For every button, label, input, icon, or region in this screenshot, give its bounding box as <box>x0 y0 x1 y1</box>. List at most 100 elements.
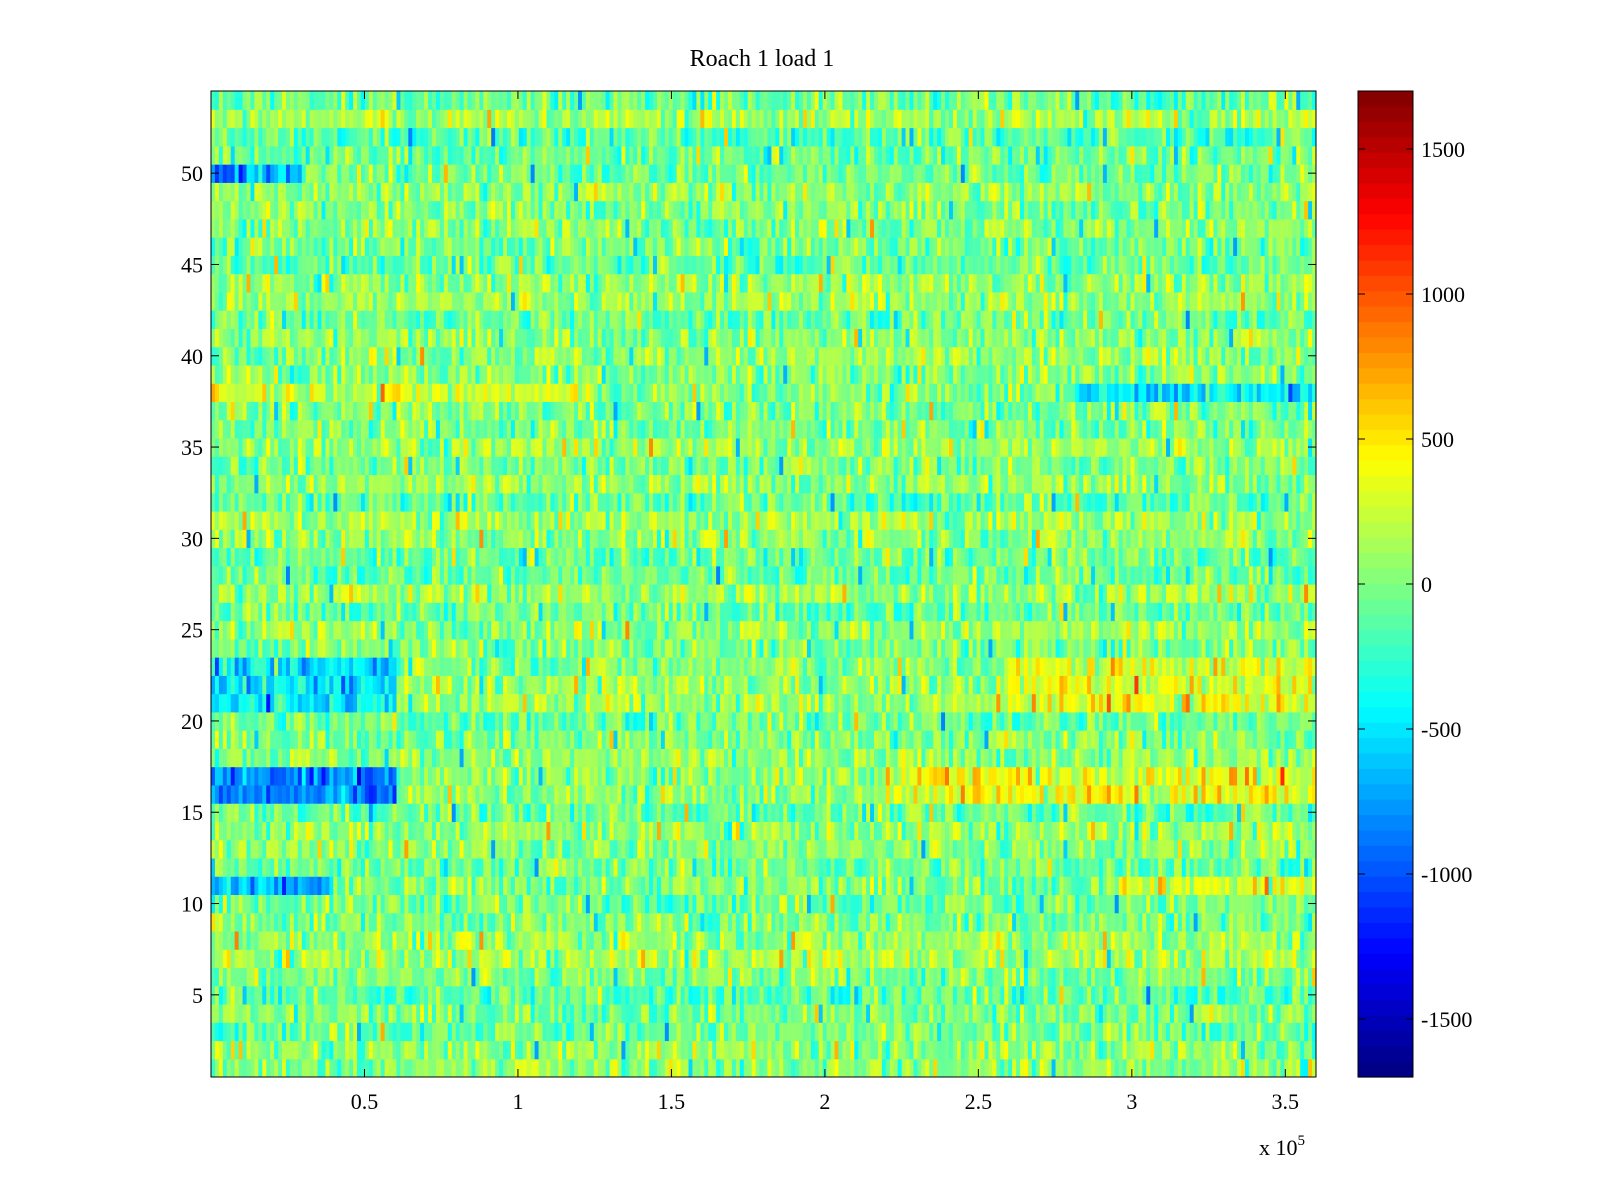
heatmap-cell <box>1166 876 1171 896</box>
heatmap-cell <box>984 766 990 786</box>
heatmap-cell <box>1035 930 1041 950</box>
heatmap-cell <box>692 876 698 896</box>
heatmap-cell <box>400 784 405 804</box>
heatmap-cell <box>1292 857 1297 877</box>
heatmap-cell <box>696 748 701 768</box>
heatmap-cell <box>830 839 836 859</box>
heatmap-cell <box>653 1058 658 1077</box>
heatmap-cell <box>870 839 875 859</box>
heatmap-cell <box>1051 857 1057 877</box>
heatmap-cell <box>226 949 232 969</box>
heatmap-cell <box>1237 930 1242 950</box>
heatmap-cell <box>384 876 390 896</box>
heatmap-cell <box>242 857 248 877</box>
heatmap-cell <box>317 949 323 969</box>
heatmap-cell <box>874 949 879 969</box>
heatmap-cell <box>771 949 776 969</box>
heatmap-cell <box>305 949 311 969</box>
heatmap-cell <box>779 1022 784 1042</box>
heatmap-cell <box>420 912 425 932</box>
heatmap-cell <box>743 766 749 786</box>
heatmap-cell <box>893 766 899 786</box>
heatmap-cell <box>929 1003 934 1023</box>
heatmap-cell <box>720 1058 725 1077</box>
heatmap-cell <box>593 894 599 914</box>
heatmap-cell <box>1047 894 1053 914</box>
heatmap-cell <box>526 1058 532 1077</box>
heatmap-cell <box>696 894 701 914</box>
heatmap-cell <box>751 748 757 768</box>
heatmap-cell <box>720 1003 725 1023</box>
heatmap-cell <box>412 1058 417 1077</box>
heatmap-cell <box>534 985 540 1005</box>
heatmap-cell <box>1051 930 1057 950</box>
heatmap-cell <box>1280 912 1286 932</box>
heatmap-cell <box>325 748 330 768</box>
heatmap-cell <box>1237 894 1242 914</box>
heatmap-cell <box>1047 876 1053 896</box>
heatmap-cell <box>459 784 465 804</box>
heatmap-cell <box>858 912 863 932</box>
heatmap-cell <box>854 1058 859 1077</box>
heatmap-cell <box>368 821 374 841</box>
heatmap-cell <box>270 1040 275 1060</box>
heatmap-cell <box>771 985 776 1005</box>
heatmap-cell <box>984 1040 990 1060</box>
heatmap-cell <box>593 1003 599 1023</box>
heatmap-cell <box>321 1003 327 1023</box>
heatmap-cell <box>716 857 721 877</box>
heatmap-cell <box>266 821 271 841</box>
heatmap-cell <box>917 784 922 804</box>
heatmap-cell <box>341 894 346 914</box>
heatmap-cell <box>1193 1003 1199 1023</box>
heatmap-cell <box>633 1003 638 1023</box>
heatmap-cell <box>471 748 477 768</box>
heatmap-cell <box>538 985 544 1005</box>
heatmap-cell <box>597 876 603 896</box>
heatmap-cell <box>641 839 646 859</box>
heatmap-cell <box>897 967 903 987</box>
heatmap-cell <box>727 748 733 768</box>
heatmap-cell <box>747 949 753 969</box>
heatmap-cell <box>1106 1058 1112 1077</box>
heatmap-cell <box>1296 766 1301 786</box>
heatmap-cell <box>1004 1022 1009 1042</box>
heatmap-cell <box>416 1040 421 1060</box>
heatmap-cell <box>309 748 315 768</box>
heatmap-cell <box>1043 821 1049 841</box>
heatmap-cell <box>238 930 244 950</box>
heatmap-cell <box>581 1022 587 1042</box>
heatmap-cell <box>226 967 232 987</box>
heatmap-cell <box>1059 985 1065 1005</box>
heatmap-cell <box>1284 876 1289 896</box>
heatmap-cell <box>1209 821 1214 841</box>
heatmap-cell <box>1126 1022 1132 1042</box>
heatmap-cell <box>467 1022 473 1042</box>
heatmap-cell <box>870 967 875 987</box>
heatmap-cell <box>980 949 986 969</box>
heatmap-cell <box>447 857 453 877</box>
heatmap-cell <box>345 1058 350 1077</box>
heatmap-cell <box>372 1003 378 1023</box>
heatmap-cell <box>388 839 394 859</box>
heatmap-cell <box>838 912 844 932</box>
heatmap-cell <box>459 821 465 841</box>
heatmap-cell <box>570 1003 575 1023</box>
heatmap-cell <box>285 766 291 786</box>
heatmap-cell <box>211 930 216 950</box>
heatmap-cell <box>759 839 765 859</box>
heatmap-cell <box>1043 1040 1049 1060</box>
heatmap-cell <box>779 930 784 950</box>
heatmap-cell <box>1304 894 1309 914</box>
heatmap-cell <box>1118 821 1124 841</box>
heatmap-cell <box>384 985 390 1005</box>
heatmap-cell <box>739 821 745 841</box>
heatmap-cell <box>1260 1022 1266 1042</box>
heatmap-cell <box>976 930 982 950</box>
heatmap-cell <box>996 1003 1001 1023</box>
heatmap-cell <box>834 912 840 932</box>
heatmap-cell <box>566 784 571 804</box>
heatmap-cell <box>858 894 863 914</box>
heatmap-cell <box>1300 985 1305 1005</box>
heatmap-cell <box>404 1003 409 1023</box>
